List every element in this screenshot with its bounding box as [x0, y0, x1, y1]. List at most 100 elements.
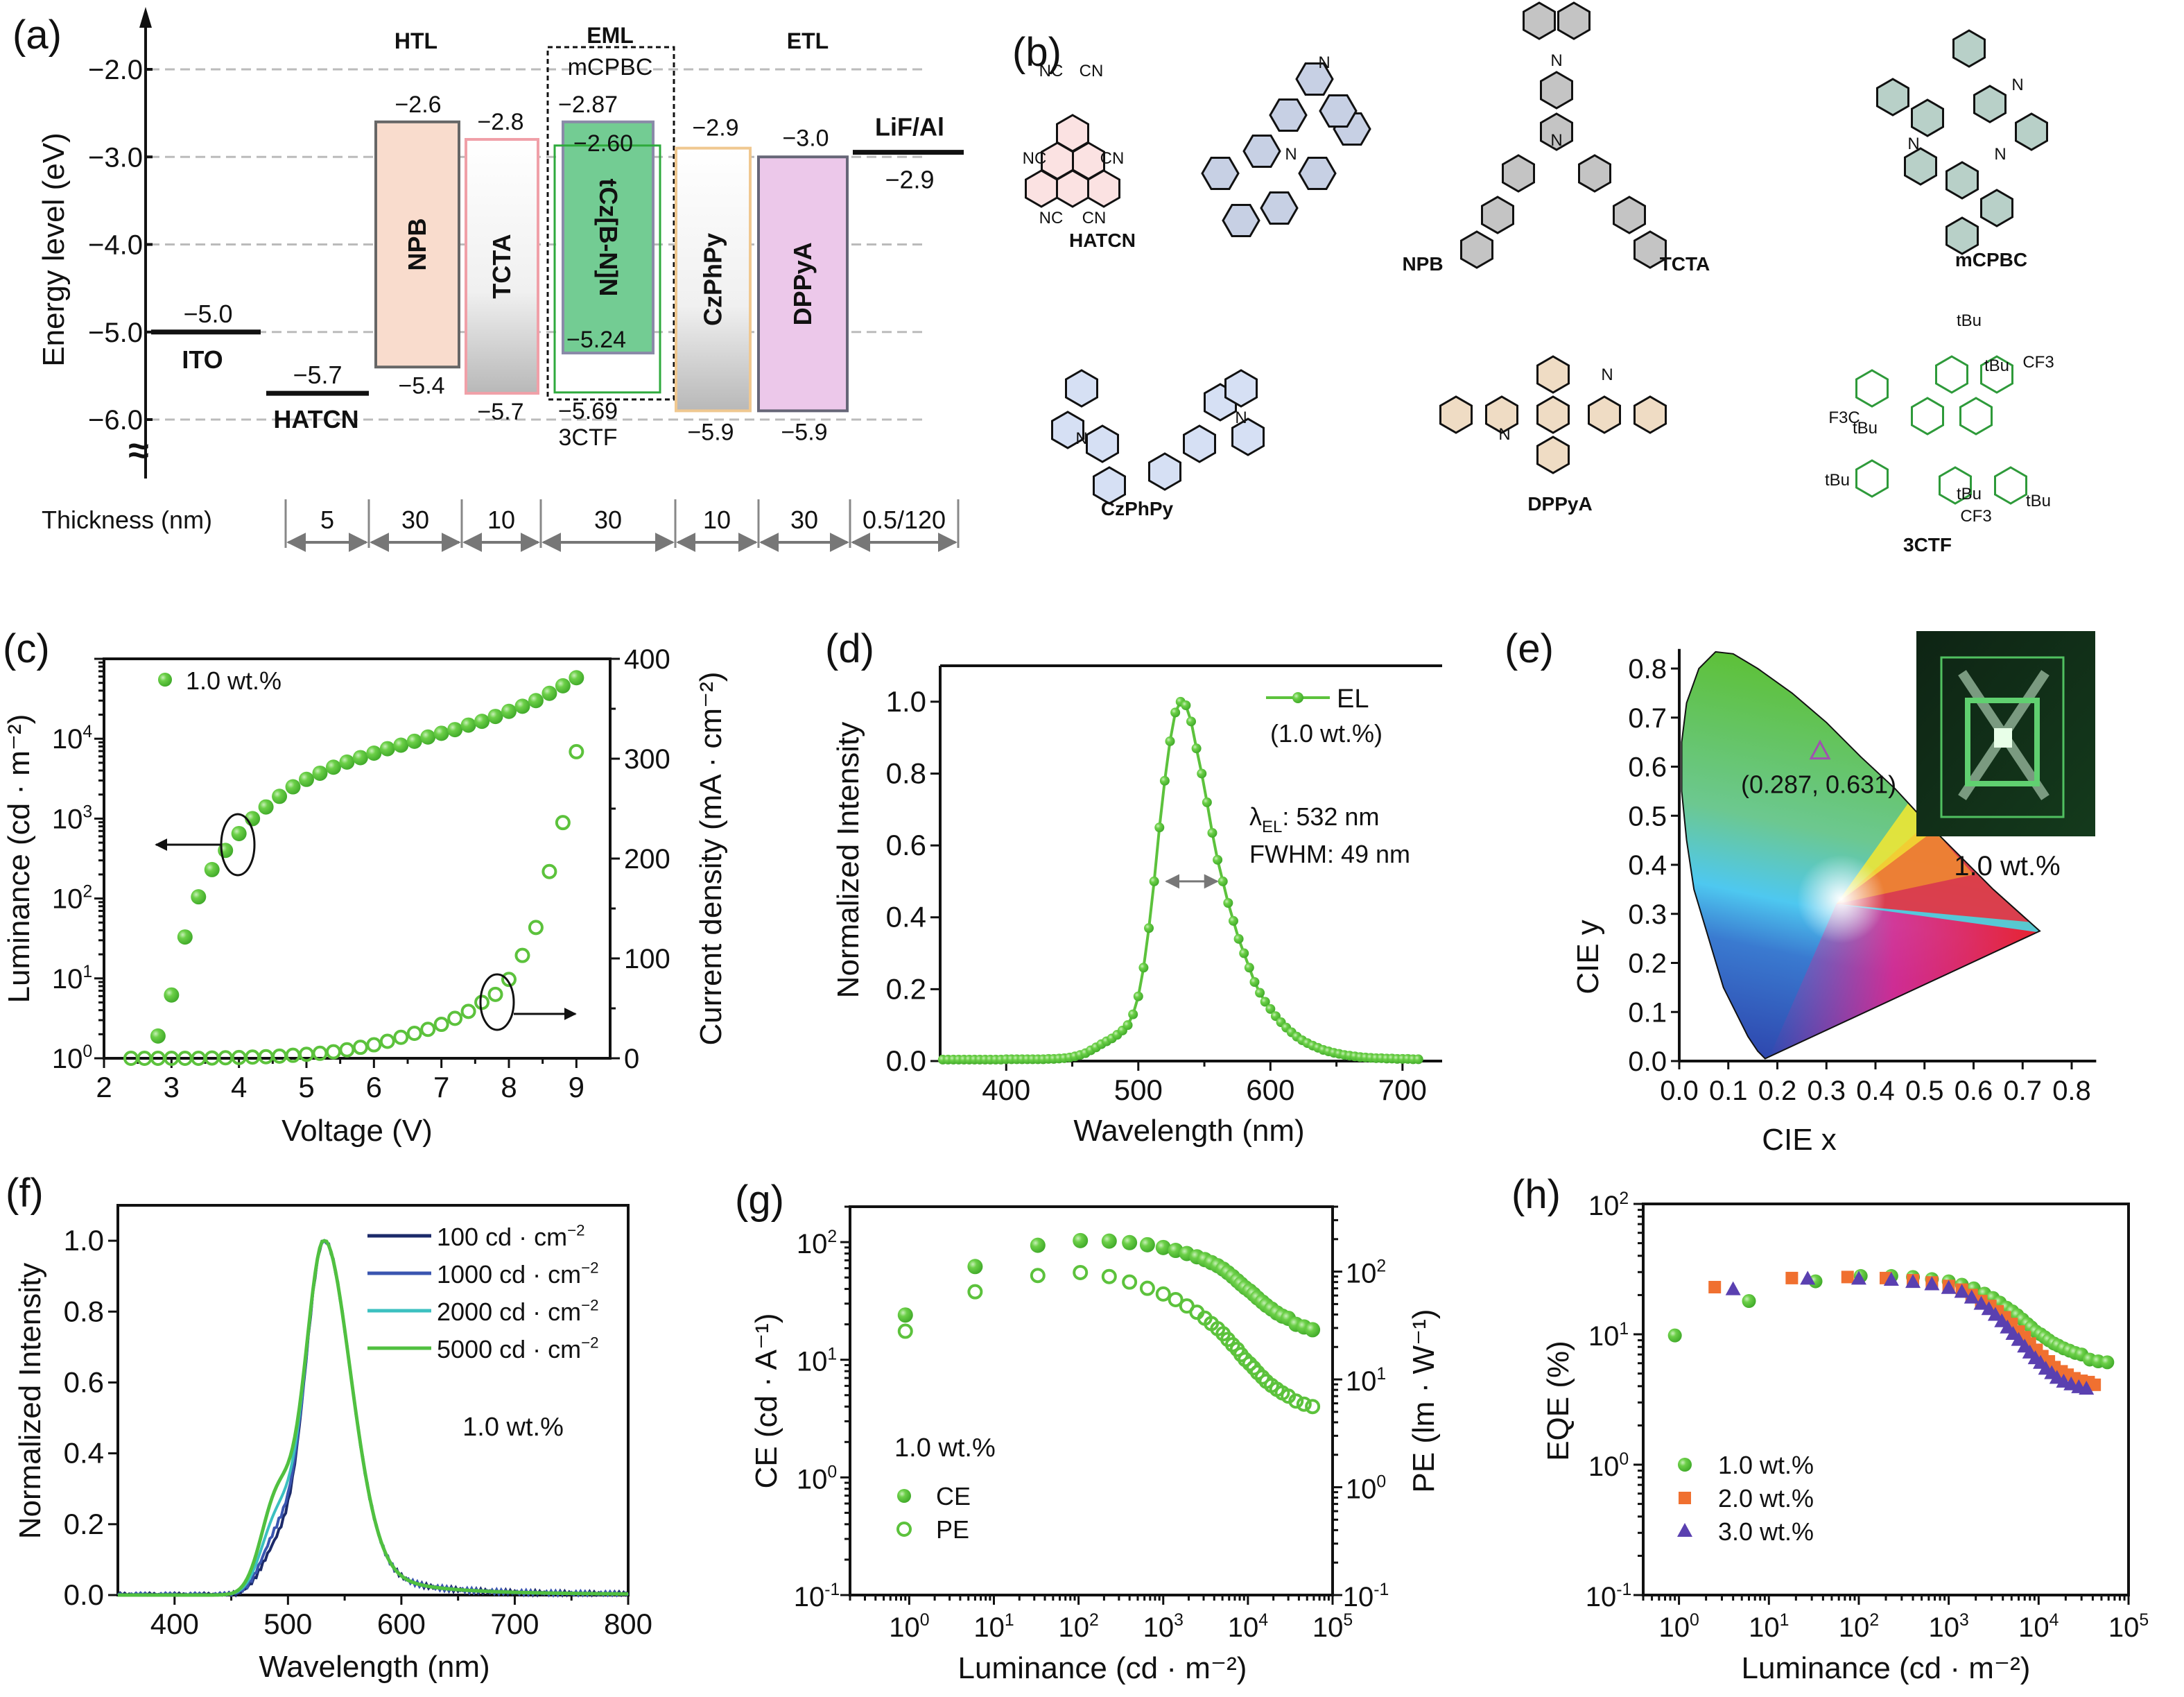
current-density-point	[555, 815, 571, 831]
eqe-plot: 100 101 102 103 104 105 10-1 100 101 102 Luminance…	[1541, 1189, 2149, 1685]
legend-label: 100 cd · cm−2	[437, 1222, 585, 1251]
atom-label: CF3	[2022, 353, 2054, 372]
ring-icon	[1295, 62, 1334, 96]
ring-icon	[1298, 157, 1337, 190]
atom-label: N	[1550, 131, 1562, 150]
eqe-point-square	[1785, 1271, 1799, 1284]
x-axis-label: Wavelength (nm)	[259, 1650, 489, 1684]
ring-icon	[1855, 459, 1889, 498]
atom-label: tBu	[1853, 419, 1878, 438]
plot-frame	[1642, 1203, 2130, 1596]
molecule-label-npb: NPB	[1402, 253, 1443, 275]
spectrum-line	[118, 1239, 629, 1597]
luminance-point	[231, 825, 247, 841]
y-tick-label: 0.6	[64, 1366, 104, 1398]
tcta-lumo-label: −2.8	[477, 109, 523, 135]
x-tick-label: 7	[433, 1071, 449, 1103]
luminance-point	[258, 799, 274, 815]
ring-icon	[1935, 355, 1968, 394]
legend-marker-triangle	[1677, 1523, 1692, 1537]
current-density-point	[487, 986, 503, 1002]
ring-icon	[1086, 424, 1119, 463]
panel-label-c: (c)	[3, 626, 50, 671]
luminance-point	[352, 750, 368, 766]
el-point	[1265, 1003, 1276, 1014]
x-tick-label: 0.7	[2003, 1076, 2042, 1106]
luminance-point	[379, 741, 395, 757]
luminance-point	[150, 1028, 166, 1044]
luminance-point	[393, 737, 409, 753]
ring-icon	[1536, 355, 1570, 394]
el-point	[1197, 768, 1207, 779]
pe-point	[1155, 1286, 1171, 1302]
thickness-value: 30	[790, 506, 818, 534]
el-point	[1144, 923, 1154, 933]
atom-label: tBu	[2026, 492, 2051, 510]
x-tick-label: 0.0	[1660, 1076, 1699, 1106]
panel-label-b: (b)	[1012, 30, 1061, 75]
photo-substrate	[1940, 656, 2065, 818]
layer-dppya	[757, 155, 849, 413]
atom-label: N	[1601, 365, 1613, 384]
current-density-point	[258, 1049, 274, 1065]
ring-icon	[1536, 395, 1570, 434]
y-tick-label: 0.0	[64, 1578, 104, 1611]
plot-frame	[116, 1204, 630, 1596]
current-density-point	[339, 1042, 355, 1058]
x-axis-label: Luminance (cd · m⁻²)	[1742, 1651, 2031, 1685]
x-tick-label: 103	[1143, 1611, 1184, 1643]
y-tick-label: 1.0	[64, 1224, 104, 1257]
emitter-homo-label: −5.24	[566, 327, 626, 353]
photo-pixel-frame	[1965, 698, 2040, 786]
energy-level-diagram: ≈ −2.0 −3.0 −4.0 −5.0 −6.0 Energy level (eV) HT…	[37, 7, 964, 552]
molecule-label-tcta: TCTA	[1660, 253, 1710, 275]
luminance-point	[299, 771, 314, 787]
x-tick-label: 400	[982, 1074, 1030, 1106]
ring-icon	[1945, 161, 1979, 200]
x-tick-label: 500	[1114, 1074, 1163, 1106]
luminance-point	[460, 717, 476, 733]
layer-czphpy	[675, 146, 752, 413]
ring-icon	[1578, 154, 1611, 193]
y-tick-label: 0.8	[1628, 654, 1667, 684]
y2-tick-label: 100	[1346, 1473, 1386, 1505]
ring-icon	[1481, 196, 1514, 234]
panel-label-f: (f)	[6, 1171, 44, 1216]
pe-point	[1288, 1393, 1304, 1409]
el-point	[1123, 1020, 1133, 1031]
ring-icon	[1855, 369, 1889, 408]
atom-label: NC	[1023, 149, 1047, 168]
x-tick-label: 101	[973, 1611, 1014, 1643]
cie-diagram: 0.0 0.1 0.2 0.3 0.4 0.5 0.6 0.7 0.8 0.0 0.1 0.2 0.3 0…	[1571, 631, 2097, 1157]
y-tick-label: 0.0	[1628, 1046, 1667, 1077]
atom-label: CN	[1082, 209, 1107, 227]
lambda-annotation: λEL: 532 nm	[1249, 802, 1379, 836]
ring-icon	[1980, 189, 2013, 227]
legend-label: 2.0 wt.%	[1718, 1484, 1814, 1513]
fwhm-annotation: FWHM: 49 nm	[1249, 840, 1410, 868]
group-label-htl: HTL	[395, 28, 437, 53]
ring-icon	[1540, 112, 1573, 151]
x-tick-label: 0.8	[2052, 1076, 2091, 1106]
atom-label: N	[1550, 51, 1562, 70]
atom-label: CN	[1100, 149, 1125, 168]
y-tick-label: 0.2	[1628, 949, 1667, 979]
tcta-homo-label: −5.7	[477, 399, 523, 425]
ring-icon	[1065, 369, 1098, 408]
pe-point	[1073, 1264, 1089, 1280]
x-tick-label: 102	[1839, 1611, 1879, 1643]
legend-marker-square	[1679, 1492, 1691, 1504]
eqe-point-triangle	[1725, 1281, 1741, 1295]
ce-point	[1030, 1237, 1046, 1253]
atom-label: NC	[1039, 62, 1064, 80]
thickness-value: 30	[401, 506, 429, 534]
layer-name-dppya: DPPyA	[788, 242, 817, 325]
panel-label-a: (a)	[12, 12, 62, 58]
plot-frame	[849, 1205, 1334, 1596]
current-density-point	[366, 1037, 382, 1053]
y-axis-label: Normalized Intensity	[13, 1263, 47, 1540]
el-point	[1228, 915, 1238, 926]
atom-label: NC	[1039, 209, 1064, 227]
ring-icon	[1904, 147, 1937, 186]
ring-icon	[1536, 436, 1570, 474]
